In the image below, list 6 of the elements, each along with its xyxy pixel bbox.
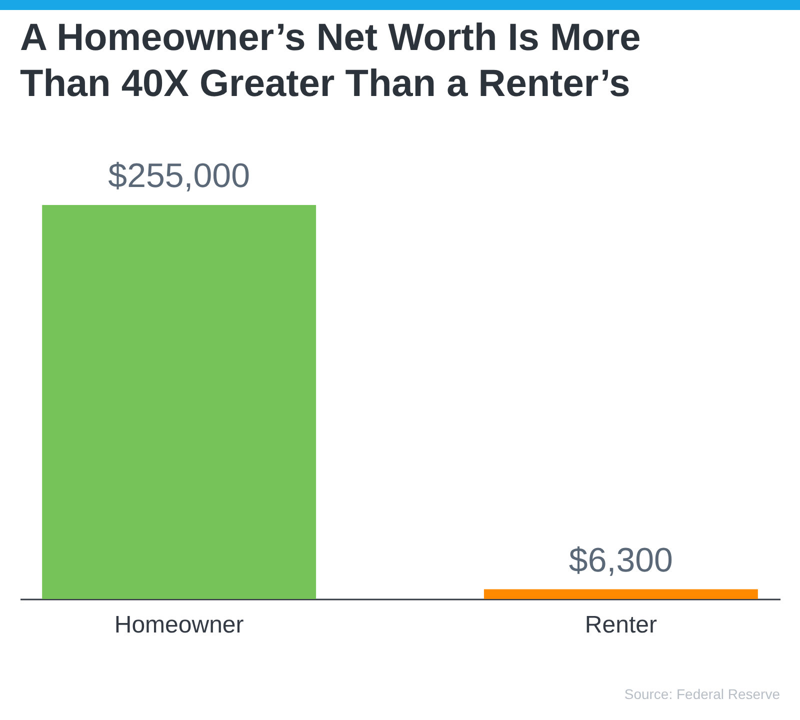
x-tick-label: Homeowner — [114, 612, 244, 638]
data-label: $6,300 — [568, 541, 673, 580]
source-note: Source: Federal Reserve — [624, 686, 780, 702]
data-label: $255,000 — [108, 157, 250, 195]
x-tick-label: Renter — [584, 612, 657, 638]
chart-title: A Homeowner’s Net Worth Is More Than 40X Greater Than a Renter’s — [20, 17, 641, 105]
